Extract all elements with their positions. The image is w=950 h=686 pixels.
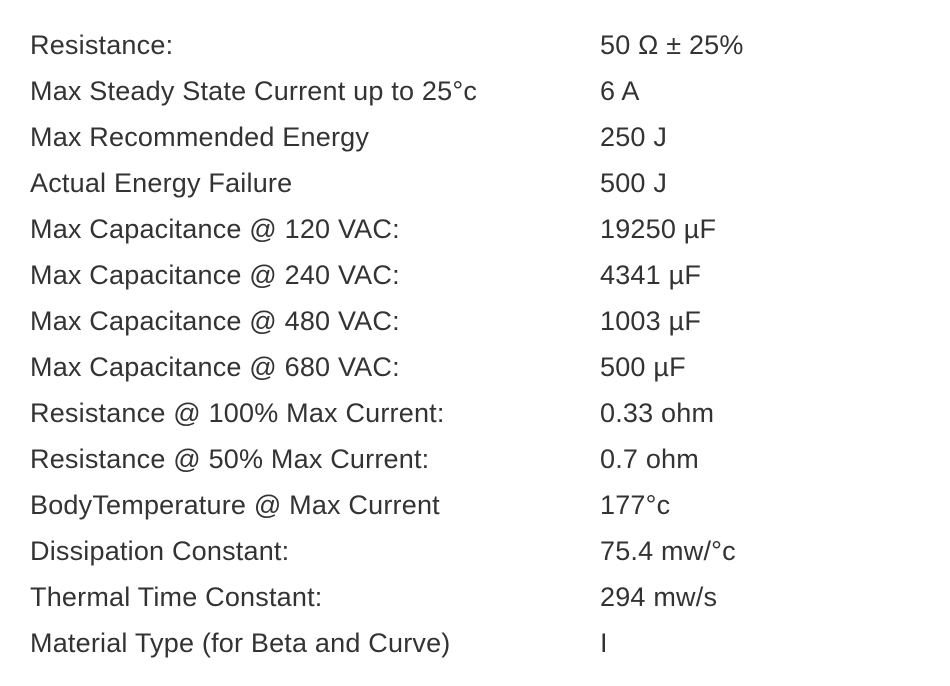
spec-label: Material Type (for Beta and Curve) [30,620,600,666]
spec-table: Resistance: 50 Ω ± 25% Max Steady State … [0,0,950,666]
spec-value: 75.4 mw/°c [600,528,926,574]
spec-value: 294 mw/s [600,574,926,620]
spec-value: 177°c [600,482,926,528]
spec-label: Max Recommended Energy [30,114,600,160]
spec-row: Max Capacitance @ 680 VAC: 500 µF [30,344,926,390]
spec-label: Max Capacitance @ 480 VAC: [30,298,600,344]
spec-row: Max Recommended Energy 250 J [30,114,926,160]
spec-row: Resistance @ 100% Max Current: 0.33 ohm [30,390,926,436]
spec-label: Actual Energy Failure [30,160,600,206]
spec-value: 19250 µF [600,206,926,252]
spec-row: Thermal Time Constant: 294 mw/s [30,574,926,620]
spec-value: 0.7 ohm [600,436,926,482]
spec-label: Max Capacitance @ 120 VAC: [30,206,600,252]
spec-value: 500 J [600,160,926,206]
spec-row: Max Capacitance @ 240 VAC: 4341 µF [30,252,926,298]
spec-value: 250 J [600,114,926,160]
spec-value: 4341 µF [600,252,926,298]
spec-row: Material Type (for Beta and Curve) I [30,620,926,666]
spec-row: Actual Energy Failure 500 J [30,160,926,206]
spec-row: Resistance: 50 Ω ± 25% [30,22,926,68]
spec-label: Resistance @ 100% Max Current: [30,390,600,436]
spec-label: Dissipation Constant: [30,528,600,574]
spec-row: Max Capacitance @ 120 VAC: 19250 µF [30,206,926,252]
spec-row: BodyTemperature @ Max Current 177°c [30,482,926,528]
spec-label: Max Capacitance @ 680 VAC: [30,344,600,390]
spec-value: 0.33 ohm [600,390,926,436]
spec-value: 6 A [600,68,926,114]
spec-value: 50 Ω ± 25% [600,22,926,68]
spec-label: Max Steady State Current up to 25°c [30,68,600,114]
spec-row: Dissipation Constant: 75.4 mw/°c [30,528,926,574]
spec-label: Thermal Time Constant: [30,574,600,620]
spec-label: Resistance: [30,22,600,68]
spec-value: 500 µF [600,344,926,390]
spec-row: Resistance @ 50% Max Current: 0.7 ohm [30,436,926,482]
spec-row: Max Steady State Current up to 25°c 6 A [30,68,926,114]
spec-value: I [600,620,926,666]
spec-value: 1003 µF [600,298,926,344]
spec-row: Max Capacitance @ 480 VAC: 1003 µF [30,298,926,344]
spec-label: Resistance @ 50% Max Current: [30,436,600,482]
spec-label: BodyTemperature @ Max Current [30,482,600,528]
spec-label: Max Capacitance @ 240 VAC: [30,252,600,298]
